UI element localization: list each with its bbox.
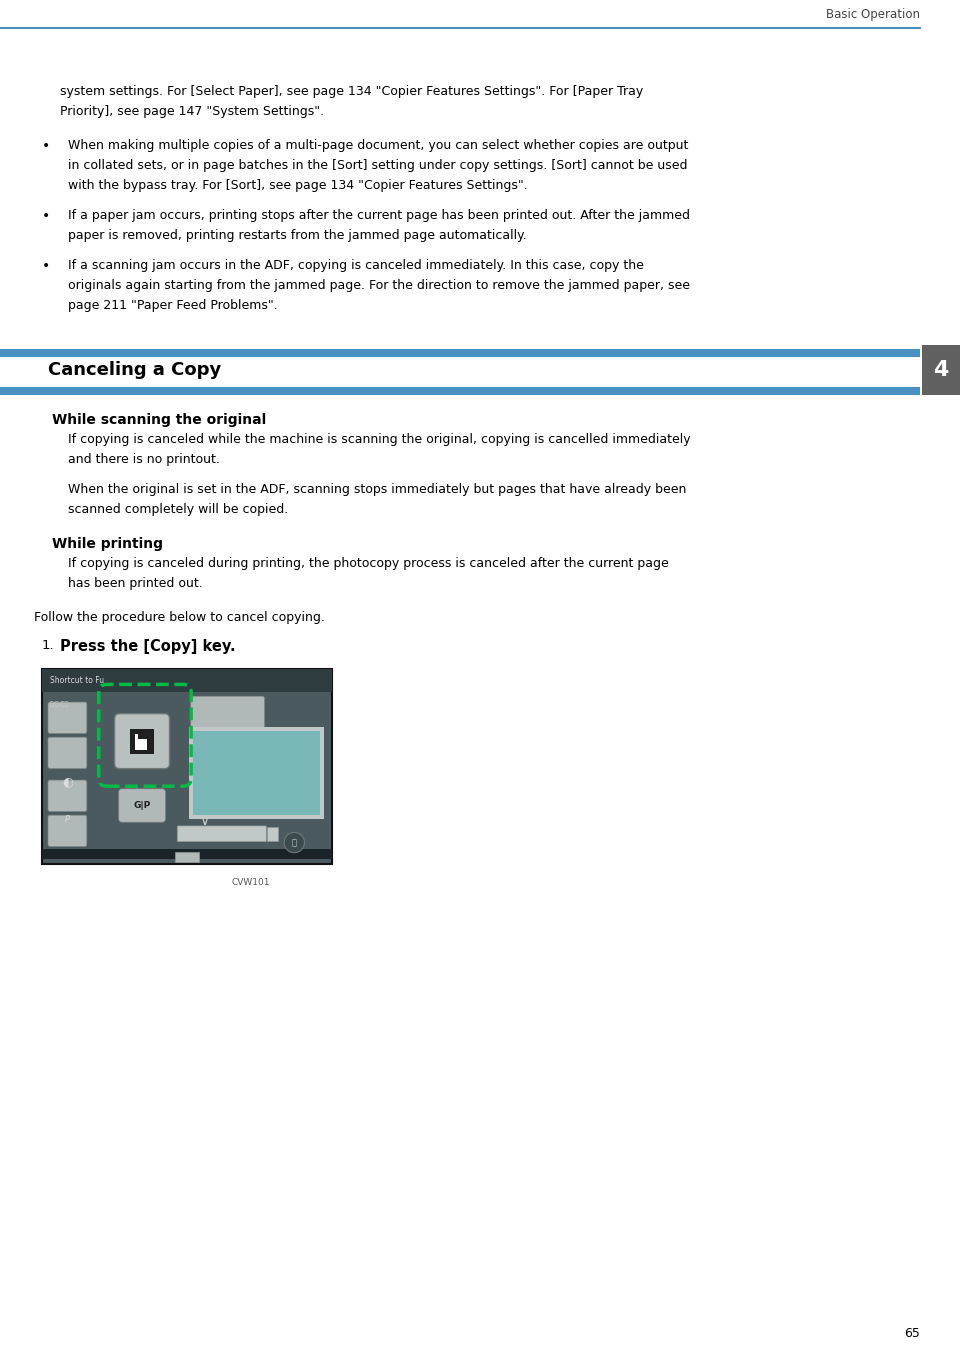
Bar xyxy=(193,731,321,815)
Text: ∨: ∨ xyxy=(200,814,209,828)
Circle shape xyxy=(284,833,304,852)
Text: If copying is canceled during printing, the photocopy process is canceled after : If copying is canceled during printing, … xyxy=(68,557,669,569)
Bar xyxy=(42,669,332,692)
Bar xyxy=(137,734,147,739)
Text: 4: 4 xyxy=(933,360,948,381)
Bar xyxy=(60,822,75,829)
FancyBboxPatch shape xyxy=(48,703,86,734)
Text: with the bypass tray. For [Sort], see page 134 "Copier Features Settings".: with the bypass tray. For [Sort], see pa… xyxy=(68,179,528,192)
Text: •: • xyxy=(42,260,50,273)
Bar xyxy=(130,728,155,753)
Text: 1.: 1. xyxy=(42,639,55,652)
Text: Basic Operation: Basic Operation xyxy=(826,8,920,20)
Text: has been printed out.: has been printed out. xyxy=(68,578,203,590)
Text: originals again starting from the jammed page. For the direction to remove the j: originals again starting from the jammed… xyxy=(68,279,690,292)
FancyBboxPatch shape xyxy=(119,788,165,822)
FancyBboxPatch shape xyxy=(114,713,170,769)
Text: Press the [Copy] key.: Press the [Copy] key. xyxy=(60,639,235,654)
Bar xyxy=(922,345,960,395)
Text: Shortcut to Fu: Shortcut to Fu xyxy=(50,677,104,685)
Bar xyxy=(134,734,147,750)
Bar xyxy=(176,852,199,862)
Text: When the original is set in the ADF, scanning stops immediately but pages that h: When the original is set in the ADF, sca… xyxy=(68,482,686,496)
Bar xyxy=(189,727,324,819)
Text: Follow the procedure below to cancel copying.: Follow the procedure below to cancel cop… xyxy=(34,612,324,624)
FancyBboxPatch shape xyxy=(191,696,264,730)
Text: 65: 65 xyxy=(904,1326,920,1340)
Text: While printing: While printing xyxy=(52,537,163,550)
Bar xyxy=(267,826,278,841)
Text: When making multiple copies of a multi-page document, you can select whether cop: When making multiple copies of a multi-p… xyxy=(68,139,688,152)
Text: scanned completely will be copied.: scanned completely will be copied. xyxy=(68,503,288,516)
Text: If copying is canceled while the machine is scanning the original, copying is ca: If copying is canceled while the machine… xyxy=(68,434,690,446)
Text: and there is no printout.: and there is no printout. xyxy=(68,453,220,466)
Text: in collated sets, or in page batches in the [Sort] setting under copy settings. : in collated sets, or in page batches in … xyxy=(68,159,687,173)
Bar xyxy=(42,849,332,859)
Text: G|P: G|P xyxy=(133,800,151,810)
Bar xyxy=(0,349,920,357)
Text: While scanning the original: While scanning the original xyxy=(52,413,266,427)
Text: CVW101: CVW101 xyxy=(231,878,270,887)
Text: Priority], see page 147 "System Settings".: Priority], see page 147 "System Settings… xyxy=(60,105,324,118)
FancyBboxPatch shape xyxy=(48,737,86,768)
Text: ◐: ◐ xyxy=(62,776,73,788)
Text: page 211 "Paper Feed Problems".: page 211 "Paper Feed Problems". xyxy=(68,299,277,313)
Text: If a paper jam occurs, printing stops after the current page has been printed ou: If a paper jam occurs, printing stops af… xyxy=(68,209,690,222)
Bar xyxy=(0,387,920,395)
Text: system settings. For [Select Paper], see page 134 "Copier Features Settings". Fo: system settings. For [Select Paper], see… xyxy=(60,86,643,98)
Text: P: P xyxy=(65,814,70,824)
Text: •: • xyxy=(42,209,50,223)
Text: Canceling a Copy: Canceling a Copy xyxy=(48,361,221,379)
Text: •: • xyxy=(42,139,50,154)
FancyBboxPatch shape xyxy=(178,826,266,841)
Text: paper is removed, printing restarts from the jammed page automatically.: paper is removed, printing restarts from… xyxy=(68,230,527,242)
FancyBboxPatch shape xyxy=(48,780,86,811)
Text: 数/图/文图: 数/图/文图 xyxy=(50,701,69,707)
Text: If a scanning jam occurs in the ADF, copying is canceled immediately. In this ca: If a scanning jam occurs in the ADF, cop… xyxy=(68,260,644,272)
Text: ⭘: ⭘ xyxy=(292,839,297,847)
Bar xyxy=(42,669,332,864)
FancyBboxPatch shape xyxy=(48,815,86,847)
